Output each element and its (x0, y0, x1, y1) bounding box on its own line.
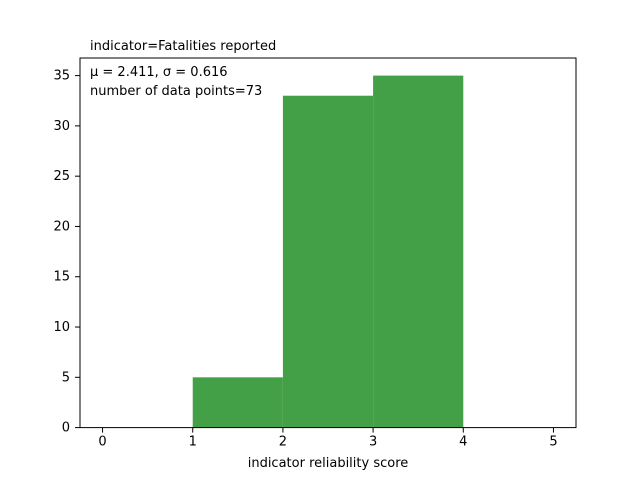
histogram-bar-2 (282, 95, 374, 428)
x-tick-label-1: 1 (189, 435, 197, 450)
y-tick-label-0: 0 (62, 421, 70, 436)
bars-layer (192, 75, 464, 428)
ticks-layer: 0 1 2 3 4 5 0 5 10 15 20 25 30 35 (53, 69, 557, 450)
x-tick-label-4: 4 (459, 435, 467, 450)
y-tick-label-30: 30 (53, 119, 70, 134)
plot-frame (79, 57, 577, 429)
x-tick-label-3: 3 (369, 435, 377, 450)
x-tick-label-5: 5 (549, 435, 557, 450)
y-tick-label-25: 25 (53, 169, 70, 184)
count-annotation: number of data points=73 (90, 84, 262, 99)
y-tick-label-10: 10 (53, 320, 70, 335)
x-axis-label: indicator reliability score (248, 456, 409, 471)
histogram-bar-3 (373, 75, 464, 428)
x-tick-label-0: 0 (98, 435, 106, 450)
y-tick-label-20: 20 (53, 219, 70, 234)
stats-annotation: μ = 2.411, σ = 0.616 (90, 65, 228, 80)
y-tick-label-5: 5 (62, 370, 70, 385)
y-tick-label-35: 35 (53, 69, 70, 84)
chart-title: indicator=Fatalities reported (90, 39, 276, 54)
histogram-bar-1 (192, 377, 283, 428)
y-tick-label-15: 15 (53, 270, 70, 285)
x-tick-label-2: 2 (279, 435, 287, 450)
